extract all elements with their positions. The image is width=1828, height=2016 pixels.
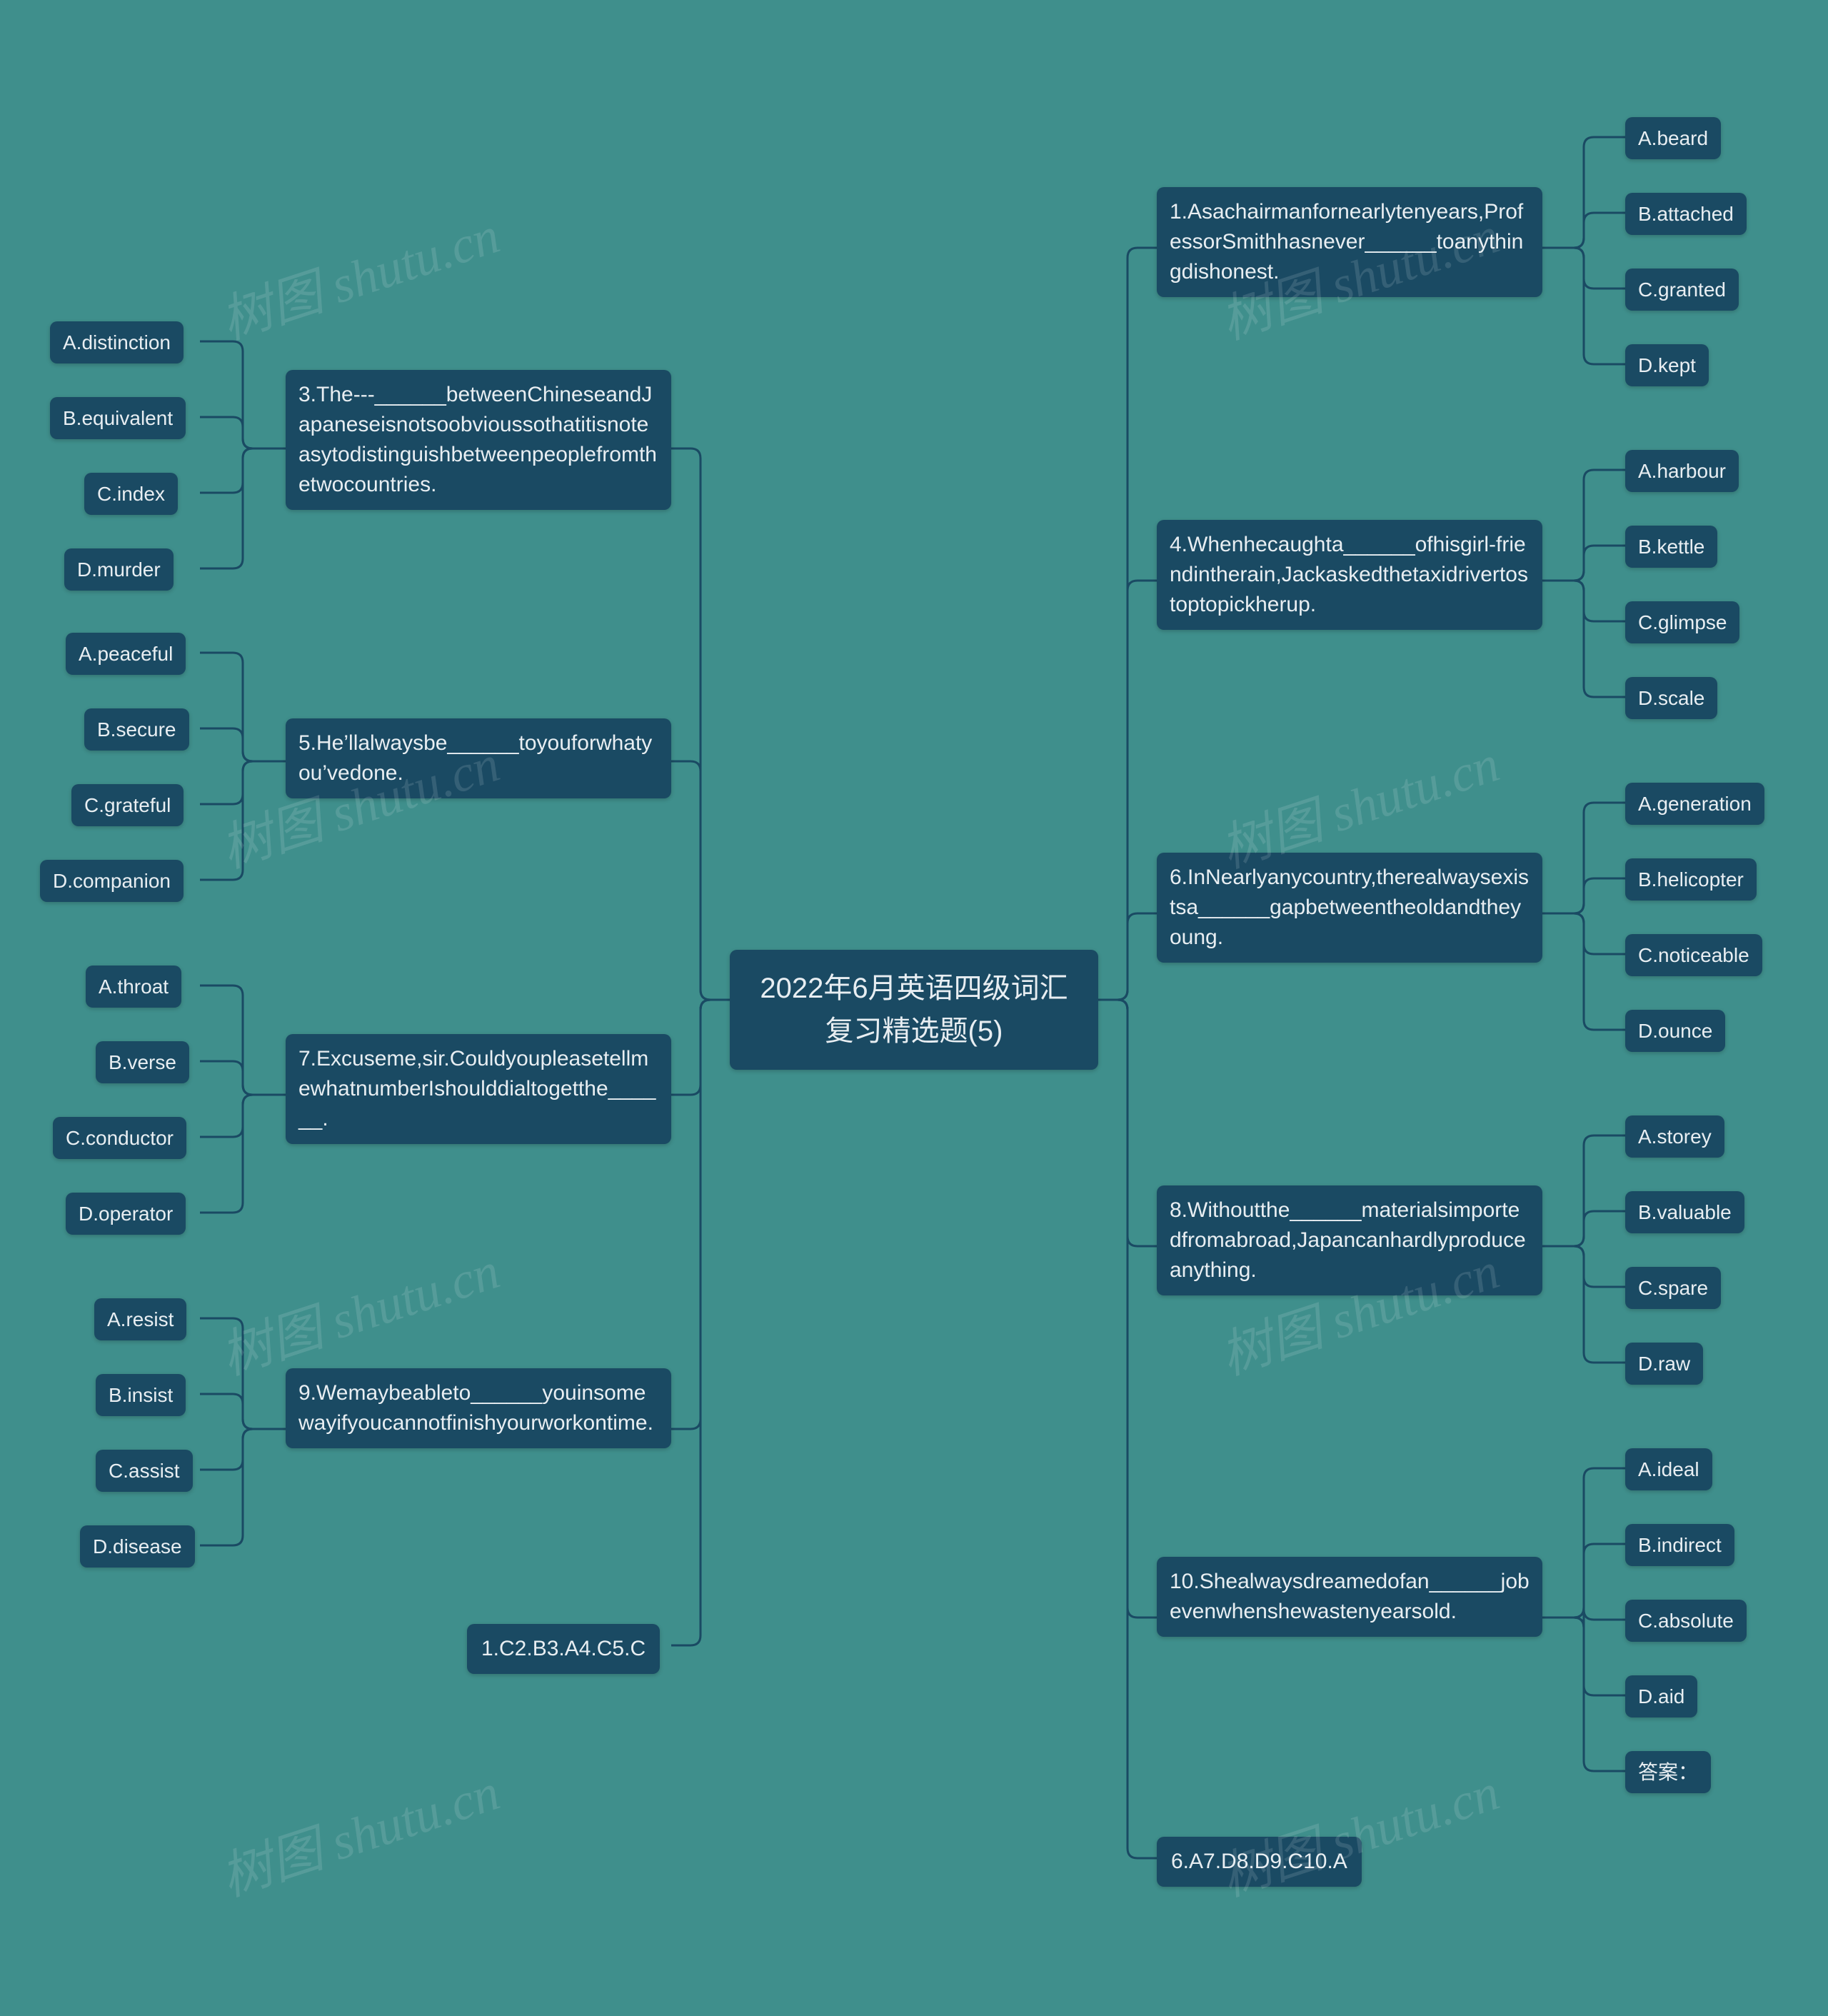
watermark: 树图 shutu.cn bbox=[210, 193, 508, 353]
leaf-q10-1: B.indirect bbox=[1625, 1524, 1734, 1566]
watermark: 树图 shutu.cn bbox=[210, 1750, 508, 1910]
leaf-q9-2: C.assist bbox=[96, 1450, 193, 1492]
leaf-q7-2: C.conductor bbox=[53, 1117, 186, 1159]
leaf-q9-0: A.resist bbox=[94, 1298, 186, 1340]
branch-q7: 7.Excuseme,sir.Couldyoupleasetellmewhatn… bbox=[286, 1034, 671, 1144]
leaf-q5-3: D.companion bbox=[40, 860, 184, 902]
leaf-q1-1: B.attached bbox=[1625, 193, 1747, 235]
branch-q3: 3.The---______betweenChineseandJapanesei… bbox=[286, 370, 671, 510]
leaf-q10-2: C.absolute bbox=[1625, 1600, 1747, 1642]
leaf-q6-0: A.generation bbox=[1625, 783, 1764, 825]
leaf-q7-1: B.verse bbox=[96, 1041, 189, 1083]
leaf-q10-4: 答案： bbox=[1625, 1751, 1711, 1793]
leaf-q9-1: B.insist bbox=[96, 1374, 186, 1416]
leaf-q1-3: D.kept bbox=[1625, 344, 1709, 386]
leaf-q3-1: B.equivalent bbox=[50, 397, 186, 439]
leaf-q4-1: B.kettle bbox=[1625, 526, 1717, 568]
branch-q8: 8.Withoutthe______materialsimportedfroma… bbox=[1157, 1185, 1542, 1295]
leaf-q3-0: A.distinction bbox=[50, 321, 184, 363]
branch-q1: 1.Asachairmanfornearlytenyears,Professor… bbox=[1157, 187, 1542, 297]
leaf-q4-0: A.harbour bbox=[1625, 450, 1739, 492]
leaf-q3-3: D.murder bbox=[64, 548, 174, 591]
leaf-q7-3: D.operator bbox=[66, 1193, 186, 1235]
leaf-q10-3: D.aid bbox=[1625, 1675, 1697, 1717]
leaf-q9-3: D.disease bbox=[80, 1525, 195, 1568]
leaf-q8-1: B.valuable bbox=[1625, 1191, 1744, 1233]
center-node: 2022年6月英语四级词汇复习精选题(5) bbox=[730, 950, 1098, 1070]
branch-q9: 9.Wemaybeableto______youinsomewayifyouca… bbox=[286, 1368, 671, 1448]
leaf-q10-0: A.ideal bbox=[1625, 1448, 1712, 1490]
branch-q5: 5.He’llalwaysbe______toyouforwhatyou’ved… bbox=[286, 718, 671, 798]
leaf-q6-3: D.ounce bbox=[1625, 1010, 1725, 1052]
leaf-q8-3: D.raw bbox=[1625, 1343, 1703, 1385]
leaf-q1-0: A.beard bbox=[1625, 117, 1721, 159]
leaf-q3-2: C.index bbox=[84, 473, 178, 515]
leaf-q6-1: B.helicopter bbox=[1625, 858, 1757, 901]
branch-q10: 10.Shealwaysdreamedofan______jobevenwhen… bbox=[1157, 1557, 1542, 1637]
leaf-q5-2: C.grateful bbox=[71, 784, 184, 826]
answers-right: 6.A7.D8.D9.C10.A bbox=[1157, 1837, 1362, 1887]
leaf-q1-2: C.granted bbox=[1625, 269, 1739, 311]
leaf-q8-2: C.spare bbox=[1625, 1267, 1721, 1309]
watermark: 树图 shutu.cn bbox=[210, 1228, 508, 1389]
leaf-q5-0: A.peaceful bbox=[66, 633, 186, 675]
leaf-q6-2: C.noticeable bbox=[1625, 934, 1762, 976]
leaf-q7-0: A.throat bbox=[86, 966, 181, 1008]
leaf-q4-3: D.scale bbox=[1625, 677, 1717, 719]
leaf-q8-0: A.storey bbox=[1625, 1115, 1724, 1158]
branch-q6: 6.InNearlyanycountry,therealwaysexistsa_… bbox=[1157, 853, 1542, 963]
answers-left: 1.C2.B3.A4.C5.C bbox=[467, 1624, 660, 1674]
leaf-q4-2: C.glimpse bbox=[1625, 601, 1739, 643]
branch-q4: 4.Whenhecaughta______ofhisgirl-friendint… bbox=[1157, 520, 1542, 630]
leaf-q5-1: B.secure bbox=[84, 708, 189, 751]
